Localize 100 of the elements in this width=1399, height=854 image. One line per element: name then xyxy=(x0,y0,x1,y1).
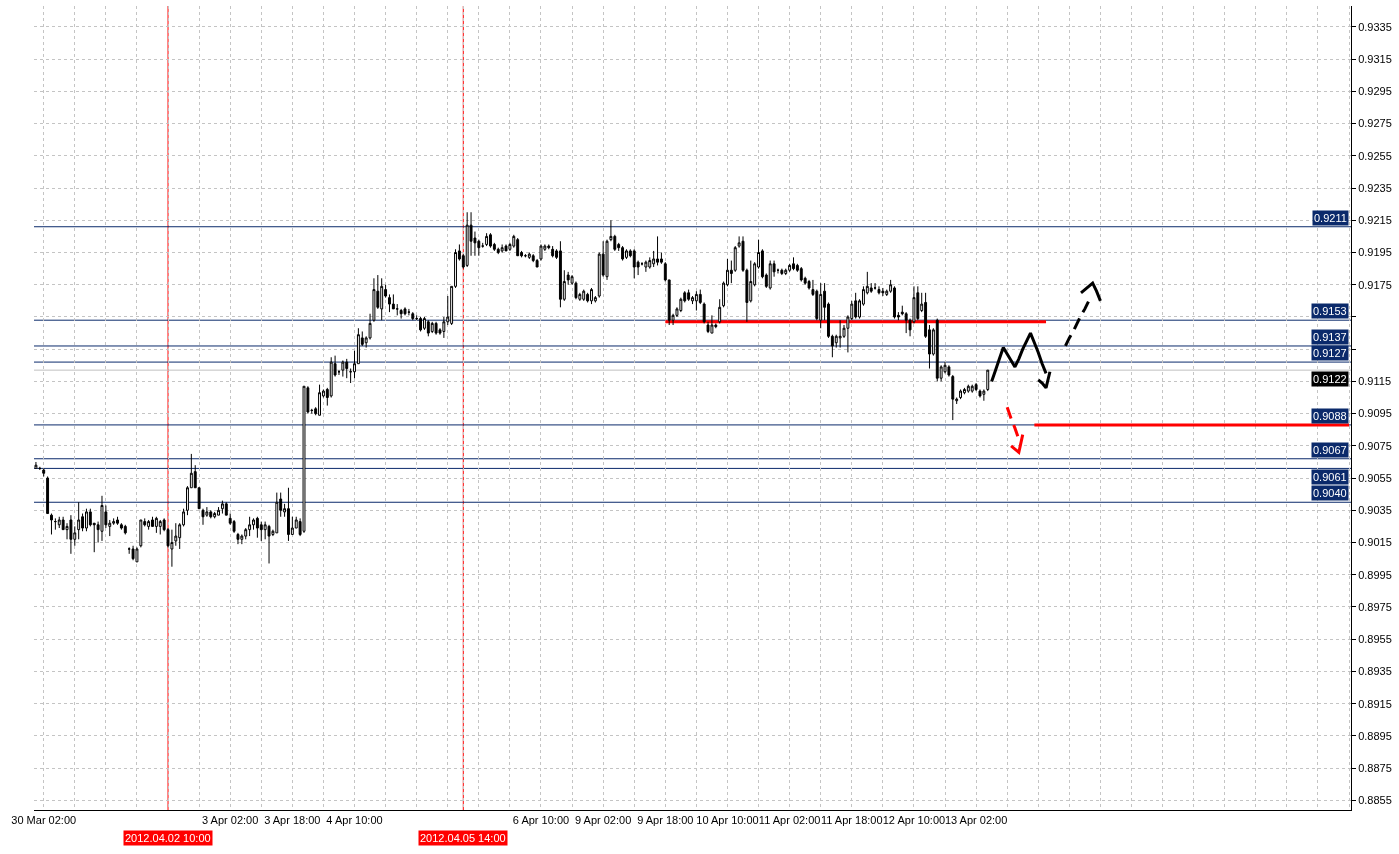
x-tick-label: 3 Apr 18:00 xyxy=(264,814,321,827)
candlestick xyxy=(496,247,500,255)
candlestick xyxy=(768,260,772,291)
y-tick-label: 0.9195 xyxy=(1358,246,1392,259)
ref-line-label: 0.9061 xyxy=(1313,471,1347,483)
candlestick xyxy=(380,277,384,321)
candlestick xyxy=(632,248,636,279)
ref-line-label: 0.9153 xyxy=(1313,305,1347,317)
candlestick xyxy=(656,235,659,266)
candlestick xyxy=(644,260,648,273)
candlestick xyxy=(625,248,628,260)
x-tick-label: 2012.04.05 14:00 xyxy=(420,832,506,844)
y-tick-label: 0.9215 xyxy=(1358,214,1392,227)
y-tick-label: 0.9115 xyxy=(1358,375,1392,388)
candlestick xyxy=(154,516,158,534)
candlestick xyxy=(287,487,290,542)
candlestick xyxy=(69,514,73,555)
candlestick xyxy=(302,385,306,534)
candlestick xyxy=(411,311,415,321)
candlestick xyxy=(963,387,966,395)
candlestick xyxy=(504,243,508,252)
x-tick-label: 2012.04.02 10:00 xyxy=(125,832,211,844)
candlestick xyxy=(516,237,520,257)
candlestick xyxy=(224,501,228,516)
candlestick xyxy=(935,318,939,382)
candlestick xyxy=(46,475,50,515)
candlestick xyxy=(485,232,489,247)
candlestick xyxy=(527,252,531,260)
candlestick xyxy=(135,546,139,563)
candlestick xyxy=(318,384,321,416)
y-tick-label: 0.8955 xyxy=(1358,633,1392,646)
y-tick-label: 0.9275 xyxy=(1358,117,1392,130)
candlestick xyxy=(547,243,551,250)
candlestick xyxy=(119,522,123,531)
candlestick xyxy=(34,461,38,469)
y-tick-label: 0.9095 xyxy=(1358,407,1392,420)
candlestick xyxy=(434,321,438,336)
ref-line-label: 0.9122 xyxy=(1313,373,1347,385)
y-tick-label: 0.9055 xyxy=(1358,471,1392,484)
candlestick xyxy=(131,545,135,561)
candlestick xyxy=(687,289,691,302)
candlestick xyxy=(710,314,714,334)
candlestick xyxy=(403,306,407,316)
y-tick-label: 0.8875 xyxy=(1358,761,1392,774)
candlestick xyxy=(50,513,53,535)
candlestick xyxy=(345,358,349,379)
ref-line-label: 0.9211 xyxy=(1314,212,1347,224)
ref-line-label: 0.9040 xyxy=(1313,487,1347,499)
candlestick xyxy=(558,240,562,308)
candlestick xyxy=(430,321,434,334)
candlestick xyxy=(792,256,795,271)
candlestick xyxy=(873,282,877,291)
candlestick xyxy=(213,511,217,519)
candlestick xyxy=(399,308,403,320)
ref-line-label: 0.9067 xyxy=(1313,444,1347,456)
candlestick xyxy=(605,239,609,281)
candlestick xyxy=(100,495,104,542)
y-tick-label: 0.8915 xyxy=(1358,697,1392,710)
x-tick-label: 11 Apr 18:00 xyxy=(820,814,883,827)
candlestick xyxy=(57,516,61,529)
ref-line-label: 0.9137 xyxy=(1313,331,1347,343)
x-tick-label: 9 Apr 18:00 xyxy=(637,814,694,827)
candlestick xyxy=(85,508,88,532)
y-tick-label: 0.9255 xyxy=(1358,149,1392,162)
y-tick-label: 0.8935 xyxy=(1358,665,1392,678)
y-tick-label: 0.9235 xyxy=(1358,181,1392,194)
candlestick xyxy=(248,516,252,537)
candlestick xyxy=(209,509,213,519)
x-tick-label: 9 Apr 02:00 xyxy=(575,814,632,827)
candlestick xyxy=(582,289,586,302)
y-tick-label: 0.9015 xyxy=(1358,536,1392,549)
candlestick xyxy=(255,516,259,539)
candlestick xyxy=(854,292,858,320)
candlestick xyxy=(147,519,151,531)
candlestick xyxy=(259,521,263,542)
candlestick xyxy=(267,524,271,564)
candlestick xyxy=(419,316,422,332)
y-tick-label: 0.9075 xyxy=(1358,439,1392,452)
x-tick-label: 30 Mar 02:00 xyxy=(11,814,77,827)
y-tick-label: 0.8855 xyxy=(1358,794,1392,807)
candlestick xyxy=(77,501,81,540)
candlestick xyxy=(702,301,706,324)
candlestick xyxy=(780,268,784,276)
y-tick-label: 0.9175 xyxy=(1358,278,1392,291)
ref-line-label: 0.9127 xyxy=(1313,347,1347,359)
candlestick xyxy=(158,519,162,535)
y-tick-label: 0.8895 xyxy=(1358,729,1392,742)
candlestick xyxy=(784,268,788,276)
candlestick xyxy=(966,384,970,394)
candlestick xyxy=(970,384,974,394)
candlestick xyxy=(551,245,555,258)
ref-line-label: 0.9088 xyxy=(1313,410,1347,422)
y-tick-label: 0.9295 xyxy=(1358,85,1392,98)
candlestick xyxy=(407,308,411,316)
candlestick xyxy=(819,282,823,329)
y-tick-label: 0.8995 xyxy=(1358,568,1392,581)
y-tick-label: 0.9315 xyxy=(1358,53,1392,66)
candlestick xyxy=(489,232,492,249)
candlestick xyxy=(500,243,504,254)
candlestick xyxy=(566,271,570,286)
